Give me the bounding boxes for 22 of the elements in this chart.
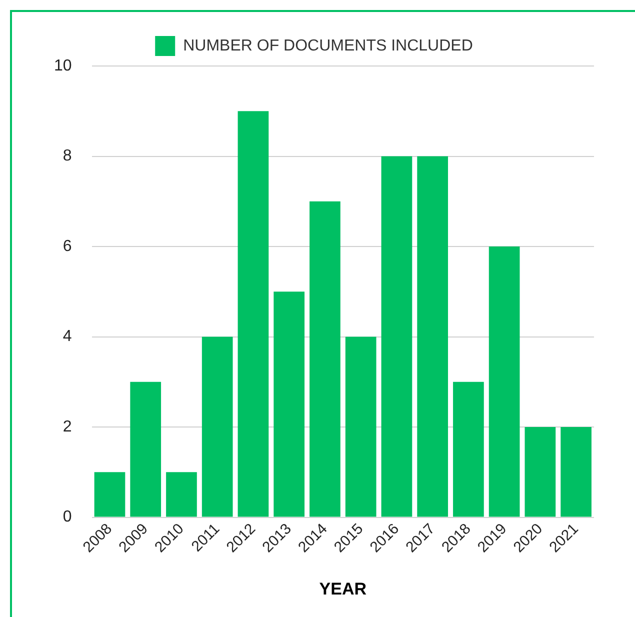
bar	[238, 111, 269, 517]
bar	[94, 472, 126, 517]
bar	[274, 292, 305, 517]
bar	[130, 382, 162, 517]
y-tick-label: 2	[62, 418, 72, 436]
legend-label: NUMBER OF DOCUMENTS INCLUDED	[183, 37, 473, 54]
bar	[345, 336, 376, 517]
y-tick-label: 8	[62, 148, 72, 165]
bar	[202, 336, 233, 517]
bar	[381, 156, 412, 517]
bar	[524, 427, 556, 517]
bar	[166, 472, 197, 517]
y-tick-label: 0	[62, 508, 72, 526]
y-tick-label: 4	[62, 328, 72, 346]
x-axis-title: YEAR	[319, 579, 367, 598]
bar	[453, 382, 484, 517]
bar	[310, 201, 340, 517]
y-tick-label: 6	[62, 238, 72, 255]
bar	[488, 246, 520, 517]
y-tick-label: 10	[54, 57, 72, 74]
bar	[560, 427, 592, 517]
bar	[417, 156, 448, 517]
